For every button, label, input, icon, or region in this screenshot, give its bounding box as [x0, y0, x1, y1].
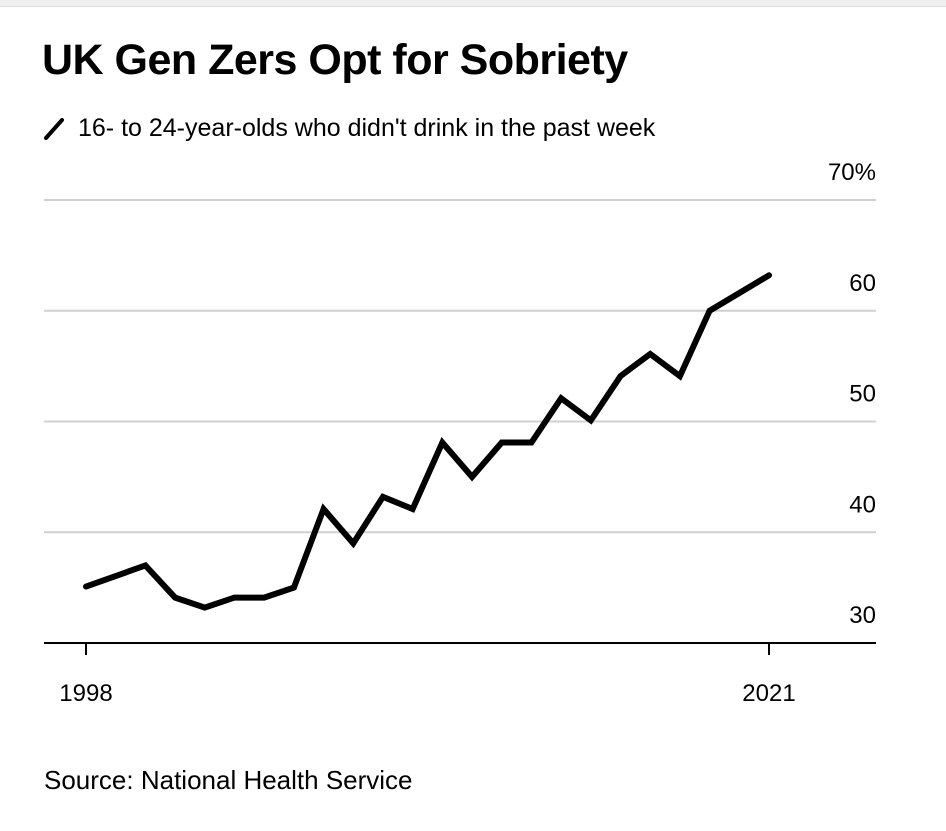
x-tick-label: 2021: [742, 680, 795, 707]
y-tick-label: 30: [849, 602, 876, 629]
legend-label: 16- to 24-year-olds who didn't drink in …: [78, 114, 656, 142]
y-tick-label: 40: [849, 491, 876, 518]
top-border: [0, 0, 946, 7]
y-tick-label: 70%: [828, 159, 876, 186]
source-note: Source: National Health Service: [44, 765, 413, 795]
legend: 16- to 24-year-olds who didn't drink in …: [44, 114, 655, 143]
chart-title: UK Gen Zers Opt for Sobriety: [42, 36, 628, 84]
legend-line-icon: [44, 117, 64, 140]
y-tick-label: 50: [849, 381, 876, 408]
x-tick-label: 1998: [59, 680, 112, 707]
series-line: [83, 272, 772, 611]
y-tick-label: 60: [849, 270, 876, 297]
